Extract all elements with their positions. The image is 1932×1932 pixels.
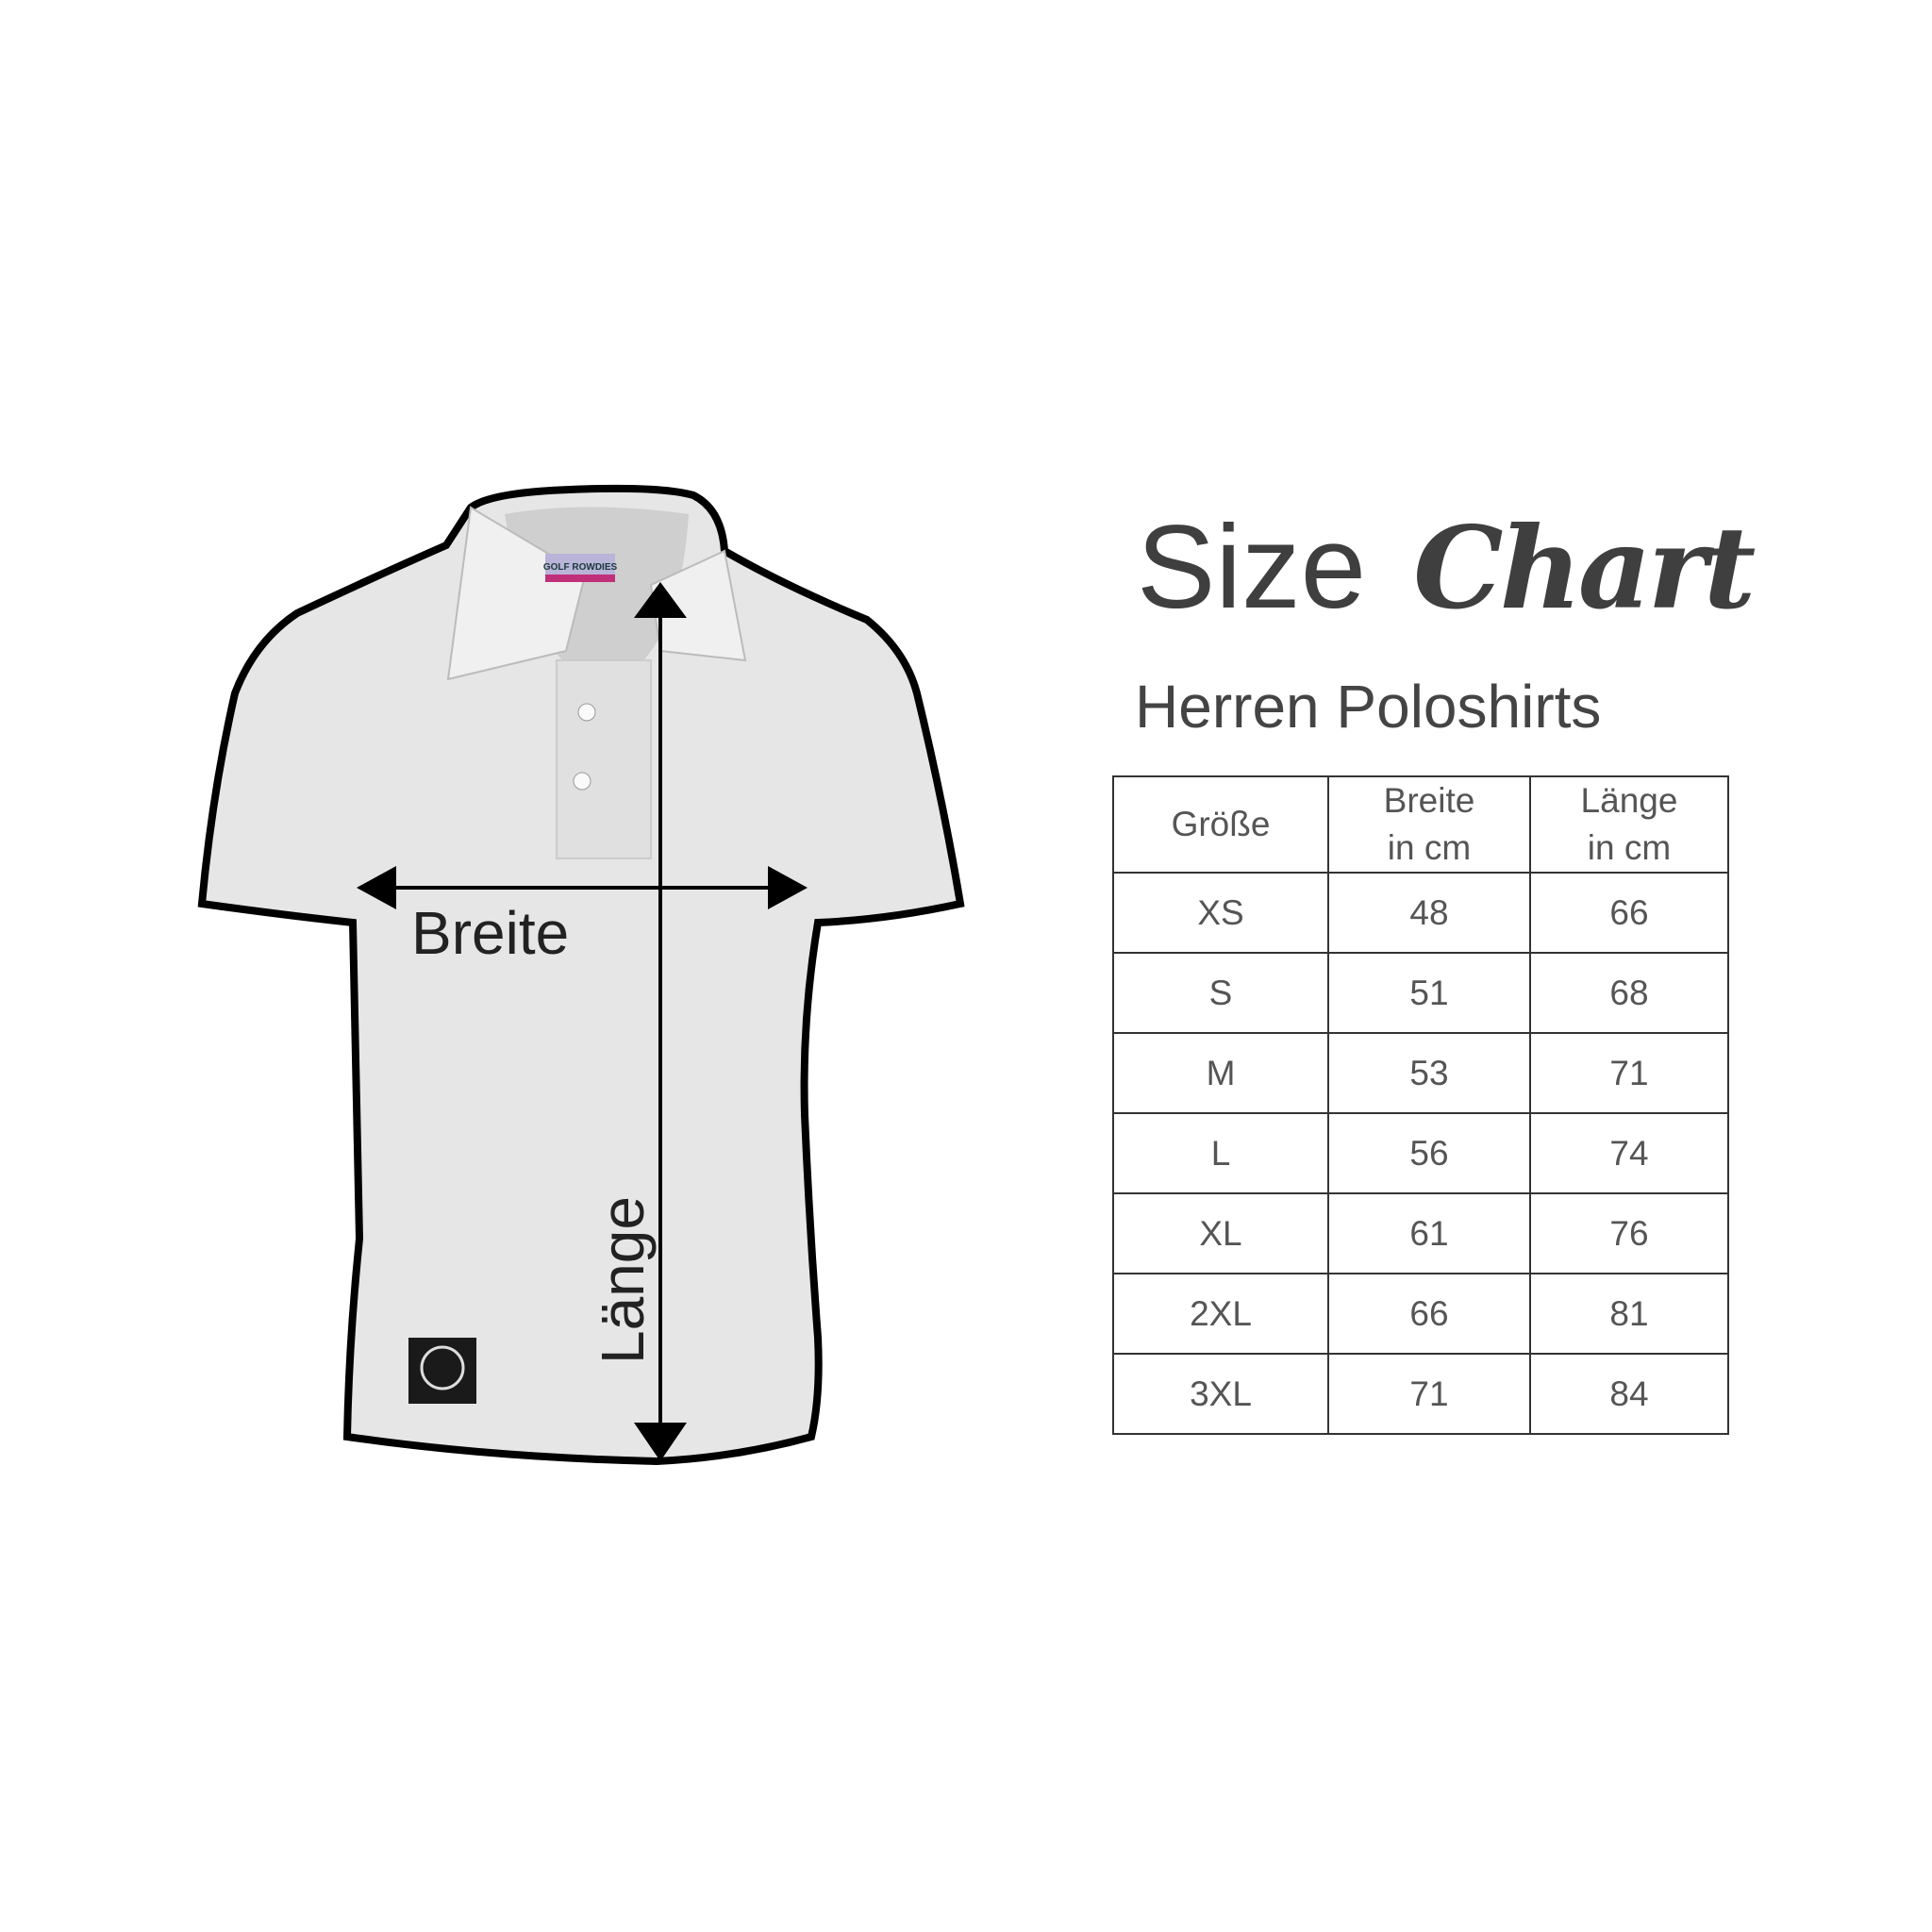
arrow-right-icon bbox=[768, 866, 808, 909]
title-main: Size bbox=[1137, 502, 1367, 633]
table-header-row: Größe Breite in cm Länge in cm bbox=[1112, 775, 1729, 874]
table-row: XL 61 76 bbox=[1112, 1192, 1729, 1274]
size-cell: S bbox=[1112, 952, 1329, 1034]
size-cell: 3XL bbox=[1112, 1353, 1329, 1435]
width-cell: 71 bbox=[1327, 1353, 1531, 1435]
width-cell: 48 bbox=[1327, 872, 1531, 954]
header-length: Länge in cm bbox=[1529, 775, 1729, 874]
button bbox=[577, 703, 596, 722]
length-cell: 76 bbox=[1529, 1192, 1729, 1274]
length-cell: 84 bbox=[1529, 1353, 1729, 1435]
page-title: Size Chart bbox=[1137, 500, 1756, 635]
button bbox=[573, 772, 591, 791]
neck-label-stripe bbox=[545, 575, 615, 582]
table-row: 3XL 71 84 bbox=[1112, 1353, 1729, 1435]
header-width-line1: Breite bbox=[1383, 781, 1475, 820]
collar-left bbox=[446, 506, 587, 681]
arrow-left-icon bbox=[357, 866, 396, 909]
arrow-down-icon bbox=[634, 1423, 687, 1461]
width-cell: 56 bbox=[1327, 1112, 1531, 1194]
table-row: 2XL 66 81 bbox=[1112, 1273, 1729, 1355]
length-cell: 66 bbox=[1529, 872, 1729, 954]
width-cell: 66 bbox=[1327, 1273, 1531, 1355]
table-row: L 56 74 bbox=[1112, 1112, 1729, 1194]
size-cell: L bbox=[1112, 1112, 1329, 1194]
arrow-up-icon bbox=[634, 582, 687, 618]
hem-logo-patch bbox=[408, 1338, 476, 1404]
width-cell: 51 bbox=[1327, 952, 1531, 1034]
neck-label-brand: GOLF ROWDIES bbox=[543, 562, 618, 573]
table-row: S 51 68 bbox=[1112, 952, 1729, 1034]
length-label: Länge bbox=[589, 1196, 657, 1364]
page-subtitle: Herren Poloshirts bbox=[1135, 673, 1602, 741]
length-cell: 71 bbox=[1529, 1032, 1729, 1114]
shirt-outline bbox=[197, 484, 965, 1466]
header-width-line2: in cm bbox=[1387, 828, 1472, 867]
palm-logo bbox=[420, 1345, 465, 1391]
width-cell: 53 bbox=[1327, 1032, 1531, 1114]
length-cell: 74 bbox=[1529, 1112, 1729, 1194]
length-cell: 68 bbox=[1529, 952, 1729, 1034]
table-row: XS 48 66 bbox=[1112, 872, 1729, 954]
size-cell: M bbox=[1112, 1032, 1329, 1114]
placket bbox=[556, 659, 652, 859]
width-cell: 61 bbox=[1327, 1192, 1531, 1274]
size-table: Größe Breite in cm Länge in cm XS 48 66 S 51 6… bbox=[1112, 775, 1729, 1435]
size-cell: 2XL bbox=[1112, 1273, 1329, 1355]
size-cell: XL bbox=[1112, 1192, 1329, 1274]
title-script: Chart bbox=[1413, 502, 1756, 635]
header-length-line1: Länge bbox=[1580, 781, 1678, 820]
header-size: Größe bbox=[1112, 775, 1329, 874]
header-width: Breite in cm bbox=[1327, 775, 1531, 874]
width-label: Breite bbox=[411, 899, 570, 967]
length-cell: 81 bbox=[1529, 1273, 1729, 1355]
size-cell: XS bbox=[1112, 872, 1329, 954]
header-length-line2: in cm bbox=[1587, 828, 1672, 867]
table-row: M 53 71 bbox=[1112, 1032, 1729, 1114]
